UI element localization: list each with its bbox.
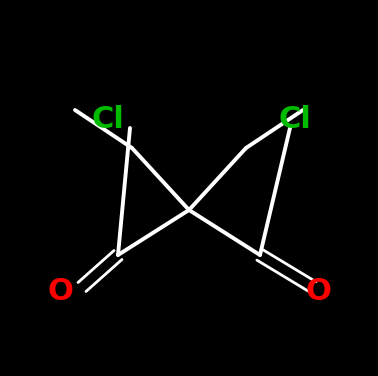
Text: Cl: Cl xyxy=(279,106,311,135)
Text: O: O xyxy=(305,277,331,306)
Text: Cl: Cl xyxy=(91,106,124,135)
Text: O: O xyxy=(47,277,73,306)
